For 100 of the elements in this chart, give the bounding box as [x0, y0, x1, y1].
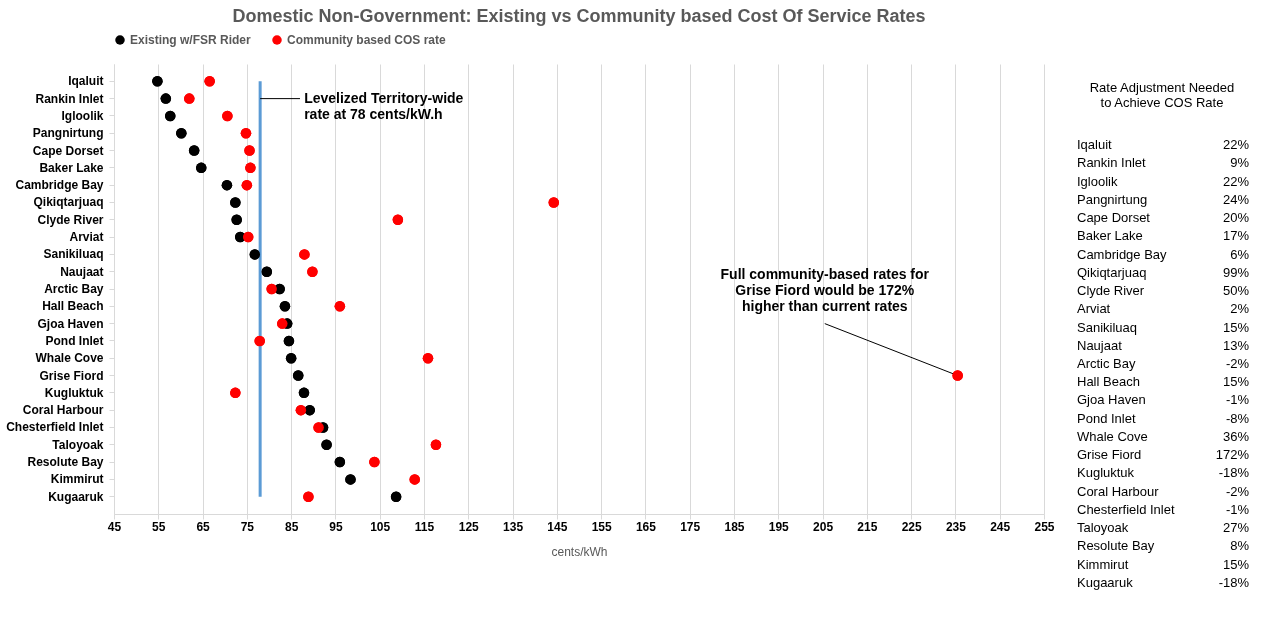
category-label: Whale Cove	[1077, 428, 1148, 444]
category-label: Cape Dorset	[1077, 210, 1151, 226]
point	[230, 197, 241, 208]
x-tick-label: 215	[857, 519, 878, 534]
y-tick-label: Baker Lake	[39, 160, 104, 175]
text: 17%	[1222, 228, 1249, 244]
legend-label: Community based COS rate	[287, 33, 447, 47]
x-tick-label: 155	[591, 519, 612, 534]
y-tick-label: Cambridge Bay	[15, 178, 104, 193]
category-label: Arviat	[1077, 301, 1111, 317]
y-tick-label: Qikiqtarjuaq	[33, 195, 104, 210]
point	[390, 491, 402, 502]
category-label: Kugaaruk	[1077, 574, 1134, 590]
text: 172%	[1215, 447, 1249, 463]
point	[345, 474, 356, 485]
text: -1%	[1225, 501, 1249, 517]
text: 15%	[1222, 319, 1249, 335]
text: 2%	[1230, 301, 1249, 317]
chart-title: Domestic Non-Government: Existing vs Community based Cost Of Service Rates	[232, 6, 926, 26]
point	[244, 145, 255, 156]
text: Rate Adjustment Needed to Achieve COS Rate	[1089, 80, 1235, 110]
x-tick-label: 255	[1034, 519, 1055, 534]
y-tick-label: Naujaat	[60, 264, 104, 279]
text: 36%	[1222, 428, 1249, 444]
y-tick-label: Arviat	[69, 230, 104, 245]
x-tick-label: 125	[458, 519, 480, 534]
category-label: Hall Beach	[1077, 374, 1140, 390]
category-label: Baker Lake	[1077, 228, 1143, 244]
y-tick-label: Rankin Inlet	[35, 91, 104, 106]
y-tick-label: Clyde River	[37, 212, 104, 227]
text: 9%	[1230, 155, 1249, 171]
text: -1%	[1225, 392, 1249, 408]
category-label: Resolute Bay	[1077, 538, 1155, 554]
point	[285, 353, 297, 364]
category-label: Iqaluit	[1077, 137, 1113, 153]
point	[165, 110, 176, 122]
text: -2%	[1225, 483, 1249, 499]
text: 20%	[1222, 210, 1249, 226]
x-tick-label: 105	[370, 519, 391, 534]
category-label: Pangnirtung	[1077, 191, 1148, 207]
category-label: Clyde River	[1077, 283, 1145, 299]
ref-line-label: Levelized Territory-wide rate at 78 cents/kW.h	[304, 89, 464, 122]
x-tick-label: 195	[768, 519, 790, 534]
y-tick-label: Hall Beach	[42, 299, 104, 314]
point	[222, 110, 233, 122]
point	[283, 335, 295, 347]
point	[277, 318, 288, 329]
point	[303, 491, 314, 502]
point	[176, 128, 187, 139]
point	[204, 76, 215, 87]
text: 24%	[1222, 191, 1249, 207]
category-label: Gjoa Haven	[1077, 392, 1146, 408]
x-tick-label: 95	[329, 519, 343, 534]
point	[307, 266, 318, 277]
y-tick-label: Kugluktuk	[44, 385, 104, 400]
point	[231, 214, 242, 225]
point	[313, 422, 324, 433]
point	[184, 93, 195, 104]
y-tick-label: Sanikiluaq	[43, 247, 104, 262]
y-tick-label: Iqaluit	[68, 74, 104, 89]
point	[240, 128, 252, 139]
x-tick-label: 245	[990, 519, 1011, 534]
text: -2%	[1225, 356, 1249, 371]
text: -18%	[1218, 465, 1249, 481]
category-label: Naujaat	[1077, 337, 1123, 353]
y-tick-label: Pangnirtung	[32, 126, 104, 141]
category-label: Coral Harbour	[1077, 483, 1160, 499]
x-tick-label: 65	[196, 519, 211, 534]
category-label: Grise Fiord	[1077, 447, 1142, 463]
point	[254, 335, 265, 347]
text: 8%	[1230, 538, 1249, 554]
x-tick-label: 235	[945, 519, 967, 534]
point	[334, 456, 346, 468]
point	[241, 179, 253, 191]
y-tick-label: Kimmirut	[50, 472, 104, 487]
x-tick-label: 165	[635, 519, 657, 534]
text: 27%	[1222, 520, 1249, 536]
point	[160, 93, 172, 104]
category-label: Rankin Inlet	[1077, 155, 1147, 171]
y-tick-label: Taloyoak	[52, 437, 104, 452]
y-tick-label: Resolute Bay	[27, 455, 104, 470]
category-label: Sanikiluaq	[1077, 319, 1137, 335]
y-tick-label: Kugaaruk	[48, 489, 104, 504]
text: 22%	[1222, 137, 1249, 153]
point	[266, 283, 277, 295]
y-tick-label: Whale Cove	[35, 351, 104, 366]
text: -8%	[1225, 410, 1249, 426]
text: 50%	[1222, 283, 1249, 299]
category-label: Pond Inlet	[1077, 410, 1136, 426]
x-axis-title: cents/kWh	[551, 544, 608, 559]
category-label: Arctic Bay	[1077, 356, 1137, 371]
point	[334, 301, 346, 312]
category-label: Qikiqtarjuaq	[1077, 264, 1147, 280]
point	[321, 439, 332, 450]
point	[245, 162, 256, 174]
point	[369, 456, 380, 468]
point	[279, 301, 291, 312]
x-tick-label: 45	[107, 519, 122, 534]
point	[299, 249, 310, 260]
y-tick-label: Pond Inlet	[45, 333, 104, 348]
